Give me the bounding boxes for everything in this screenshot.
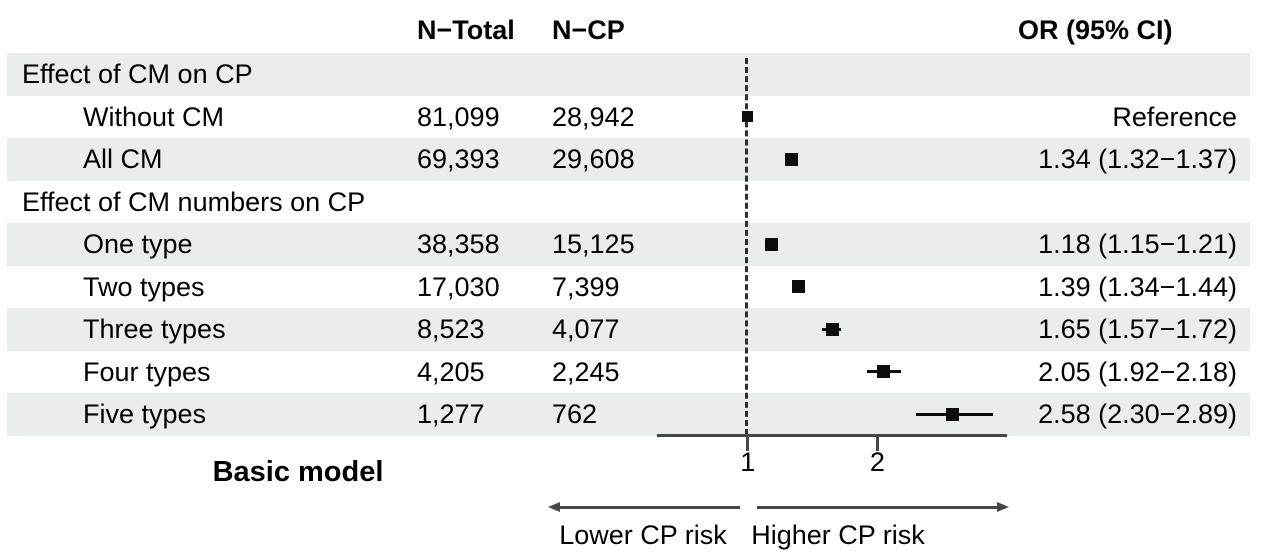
row-label: Without CM xyxy=(83,101,225,132)
n-cp-value: 29,608 xyxy=(552,144,635,174)
or-ci-value: Reference xyxy=(1112,101,1237,132)
or-point-marker xyxy=(825,322,839,336)
column-header-n-total: N−Total xyxy=(417,15,515,45)
table-row: Four types 4,205 2,245 2.05 (1.92−2.18) xyxy=(7,351,1250,394)
or-ci-value: 1.18 (1.15−1.21) xyxy=(1038,229,1237,259)
n-cp-value: 2,245 xyxy=(552,356,620,387)
lower-risk-label: Lower CP risk xyxy=(559,520,727,550)
n-total-value: 38,358 xyxy=(417,229,500,259)
or-point-marker xyxy=(764,237,778,251)
n-total-value: 8,523 xyxy=(417,314,485,344)
x-axis-tick-label: 1 xyxy=(740,447,756,477)
x-axis-tick xyxy=(746,434,749,451)
n-cp-value: 4,077 xyxy=(552,314,620,344)
n-cp-value: 7,399 xyxy=(552,271,620,302)
section-label: Effect of CM on CP xyxy=(22,59,253,89)
reference-line-dashed xyxy=(745,58,748,435)
or-point-marker xyxy=(785,152,799,166)
or-ci-value: 2.58 (2.30−2.89) xyxy=(1038,399,1237,429)
or-point-marker xyxy=(946,407,960,421)
n-cp-value: 15,125 xyxy=(552,229,635,259)
table-row: Effect of CM numbers on CP xyxy=(7,181,1250,224)
n-cp-value: 28,942 xyxy=(552,101,635,132)
section-label: Effect of CM numbers on CP xyxy=(22,186,366,217)
right-arrowhead-icon xyxy=(997,502,1009,512)
or-ci-value: 1.39 (1.34−1.44) xyxy=(1038,271,1237,302)
n-total-value: 81,099 xyxy=(417,101,500,132)
or-ci-value: 2.05 (1.92−2.18) xyxy=(1038,356,1237,387)
row-label: Five types xyxy=(83,399,207,429)
model-label: Basic model xyxy=(212,456,384,488)
table-row: Five types 1,277 762 2.58 (2.30−2.89) xyxy=(7,393,1250,436)
row-label: Three types xyxy=(83,314,226,344)
row-label: One type xyxy=(83,229,193,259)
n-total-value: 17,030 xyxy=(417,271,500,302)
or-point-marker xyxy=(791,280,805,294)
table-row: Effect of CM on CP xyxy=(7,53,1250,96)
table-row: Three types 8,523 4,077 1.65 (1.57−1.72) xyxy=(7,308,1250,351)
n-total-value: 69,393 xyxy=(417,144,500,174)
row-label: Four types xyxy=(83,356,211,387)
or-ci-value: 1.34 (1.32−1.37) xyxy=(1038,144,1237,174)
higher-risk-label: Higher CP risk xyxy=(751,520,925,550)
n-cp-value: 762 xyxy=(552,399,598,429)
or-point-marker xyxy=(877,365,891,379)
x-axis-tick xyxy=(876,434,879,451)
row-label: Two types xyxy=(83,271,205,302)
x-axis-line xyxy=(657,434,1007,437)
column-header-n-cp: N−CP xyxy=(552,15,625,45)
table-row: Two types 17,030 7,399 1.39 (1.34−1.44) xyxy=(7,266,1250,309)
column-header-or-ci: OR (95% CI) xyxy=(1018,15,1173,45)
table-row: All CM 69,393 29,608 1.34 (1.32−1.37) xyxy=(7,138,1250,181)
n-total-value: 1,277 xyxy=(417,399,485,429)
row-label: All CM xyxy=(83,144,163,174)
higher-risk-arrow-line xyxy=(757,506,997,509)
table-row: Without CM 81,099 28,942 Reference xyxy=(7,96,1250,139)
reference-marker xyxy=(742,111,754,123)
x-axis-tick-label: 2 xyxy=(869,447,885,477)
left-arrowhead-icon xyxy=(548,502,560,512)
lower-risk-arrow-line xyxy=(556,506,740,509)
table-row: One type 38,358 15,125 1.18 (1.15−1.21) xyxy=(7,223,1250,266)
or-ci-value: 1.65 (1.57−1.72) xyxy=(1038,314,1237,344)
n-total-value: 4,205 xyxy=(417,356,485,387)
